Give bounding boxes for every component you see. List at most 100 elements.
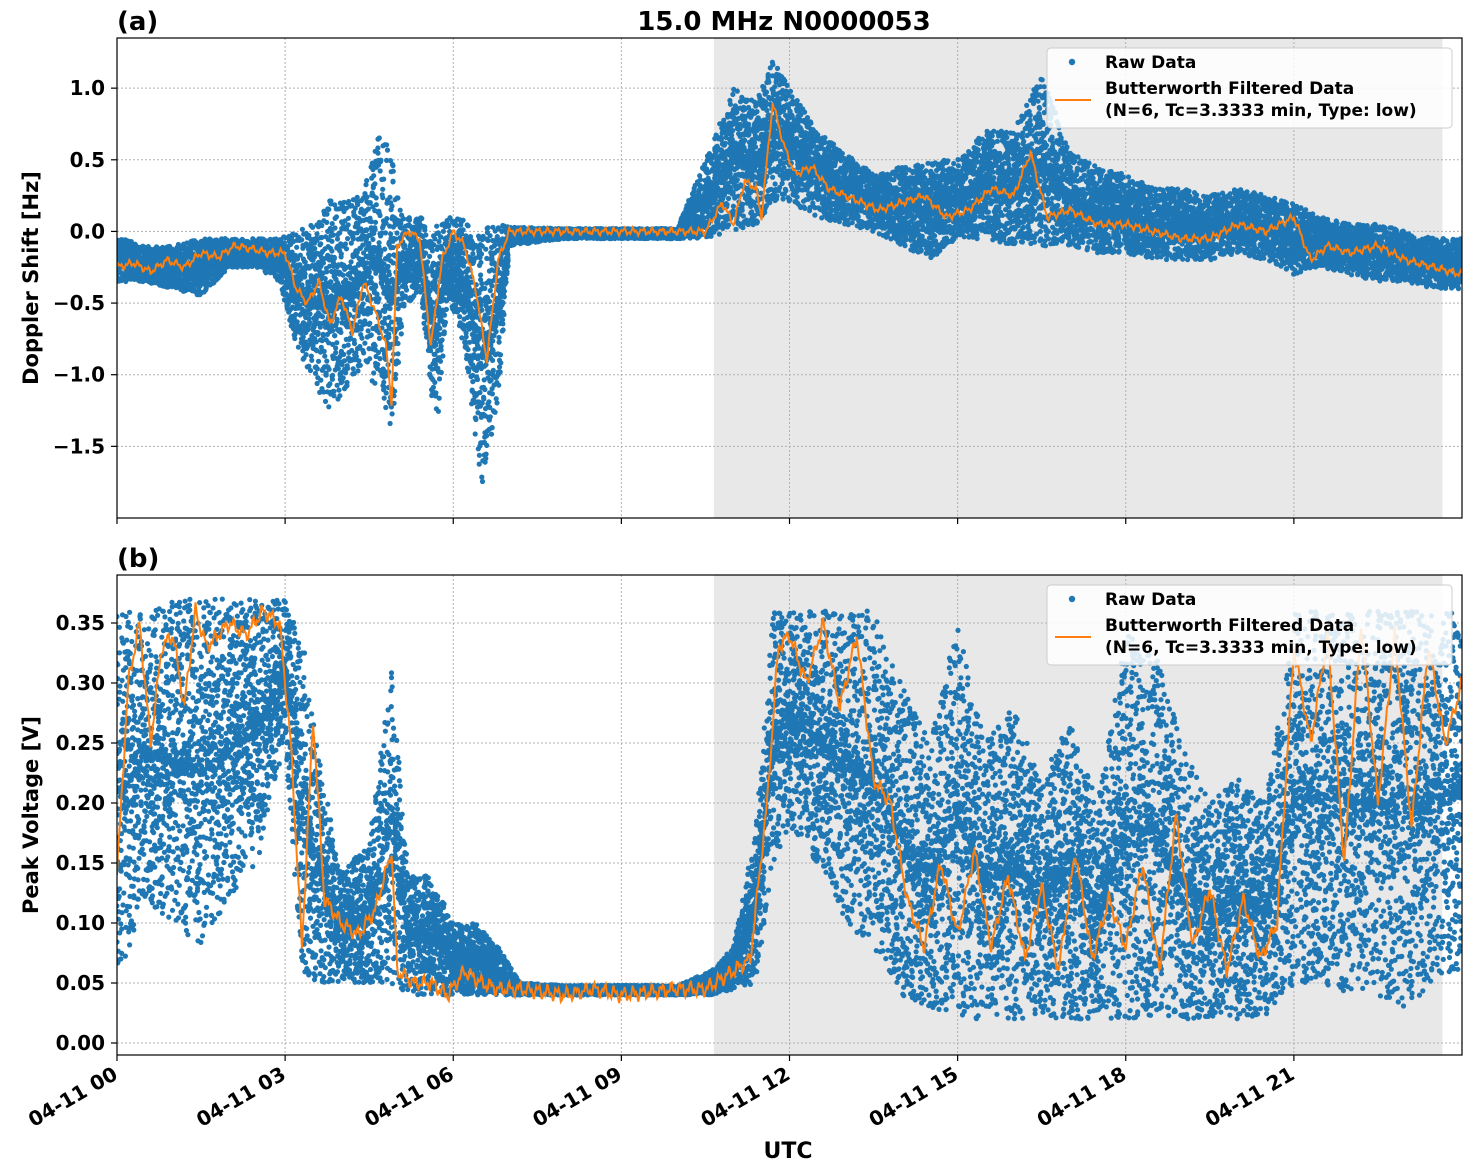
raw-data-point [375, 150, 381, 156]
raw-data-point [335, 366, 341, 372]
raw-data-point [372, 181, 378, 187]
raw-data-point [387, 305, 393, 312]
raw-data-point [380, 186, 386, 192]
raw-data-point [463, 334, 469, 340]
raw-data-point [402, 243, 408, 249]
raw-data-point [386, 334, 392, 340]
raw-data-point [488, 431, 495, 437]
raw-data-point [470, 251, 476, 257]
raw-data-point [437, 358, 444, 364]
raw-data-point [496, 339, 502, 345]
raw-data-point [350, 236, 356, 242]
raw-data-point [484, 433, 490, 439]
raw-data-point [439, 337, 445, 343]
raw-data-point [430, 384, 436, 390]
raw-data-point [327, 381, 333, 387]
raw-data-point [354, 194, 360, 200]
raw-data-point [395, 340, 401, 347]
raw-data-point [361, 350, 367, 356]
raw-data-point [330, 328, 336, 334]
raw-data-point [345, 365, 351, 371]
raw-data-point [294, 244, 300, 250]
raw-data-point [322, 398, 329, 404]
raw-data-point [443, 306, 449, 312]
raw-data-point [460, 227, 466, 233]
raw-data-point [320, 260, 326, 266]
raw-data-point [388, 319, 395, 325]
raw-data-point [307, 311, 313, 317]
raw-data-point [355, 202, 361, 208]
raw-data-point [389, 411, 395, 417]
raw-data-point [360, 301, 366, 307]
raw-data-point [321, 348, 327, 354]
raw-data-point [390, 178, 396, 184]
raw-data-point [423, 250, 429, 256]
raw-data-point [345, 222, 351, 228]
raw-data-point [487, 414, 493, 420]
raw-data-point [386, 314, 392, 320]
raw-data-point [487, 288, 493, 294]
raw-data-point [384, 147, 391, 153]
raw-data-point [375, 361, 381, 368]
raw-data-point [378, 157, 384, 163]
raw-data-point [294, 319, 300, 325]
raw-data-point [315, 330, 321, 336]
raw-data-point [351, 340, 358, 347]
raw-data-point [481, 396, 487, 402]
raw-data-point [341, 351, 347, 357]
raw-data-point [394, 230, 400, 236]
raw-data-point [473, 416, 479, 423]
raw-data-point [364, 194, 370, 200]
raw-data-point [490, 367, 496, 373]
panel-a: −1.5−1.0−0.50.00.51.0(a)Doppler Shift [H… [19, 7, 1463, 524]
raw-data-point [437, 325, 443, 331]
raw-data-point [330, 232, 336, 238]
raw-data-point [367, 356, 373, 362]
raw-data-point [474, 376, 481, 383]
raw-data-point [436, 395, 442, 401]
raw-data-point [303, 352, 309, 358]
raw-data-point [364, 178, 370, 184]
raw-data-point [376, 135, 382, 141]
raw-data-point [333, 350, 339, 356]
raw-data-point [402, 293, 408, 299]
raw-data-point [478, 272, 484, 278]
raw-data-point [366, 240, 372, 246]
raw-data-point [423, 232, 429, 238]
raw-data-point [438, 347, 444, 353]
raw-data-point [485, 237, 491, 244]
raw-data-point [381, 384, 387, 390]
raw-data-point [365, 328, 371, 334]
raw-data-point [489, 283, 495, 289]
raw-data-point [401, 303, 407, 309]
raw-data-point [395, 359, 402, 365]
raw-data-point [433, 342, 439, 348]
raw-data-point [340, 272, 346, 278]
raw-data-point [338, 251, 344, 257]
raw-data-point [368, 332, 374, 338]
raw-data-point [324, 289, 330, 295]
raw-data-point [381, 176, 387, 182]
raw-data-point [381, 379, 387, 385]
raw-data-point [382, 230, 389, 236]
raw-data-point [300, 334, 306, 340]
raw-data-point [387, 420, 393, 427]
raw-data-point [427, 253, 433, 259]
raw-data-point [422, 224, 428, 230]
raw-data-point [492, 409, 498, 415]
raw-data-point [319, 222, 325, 229]
raw-data-point [386, 272, 392, 278]
raw-data-point [393, 371, 399, 377]
raw-data-point [390, 163, 396, 169]
raw-data-point [302, 259, 308, 265]
raw-data-point [376, 296, 382, 302]
raw-data-point [486, 298, 493, 304]
raw-data-point [345, 215, 352, 221]
raw-data-point [398, 331, 404, 337]
raw-data-point [372, 219, 379, 225]
raw-data-point [438, 369, 444, 376]
raw-data-point [331, 256, 337, 262]
raw-data-point [328, 279, 334, 285]
raw-data-point [318, 241, 324, 247]
raw-data-point [295, 344, 301, 350]
